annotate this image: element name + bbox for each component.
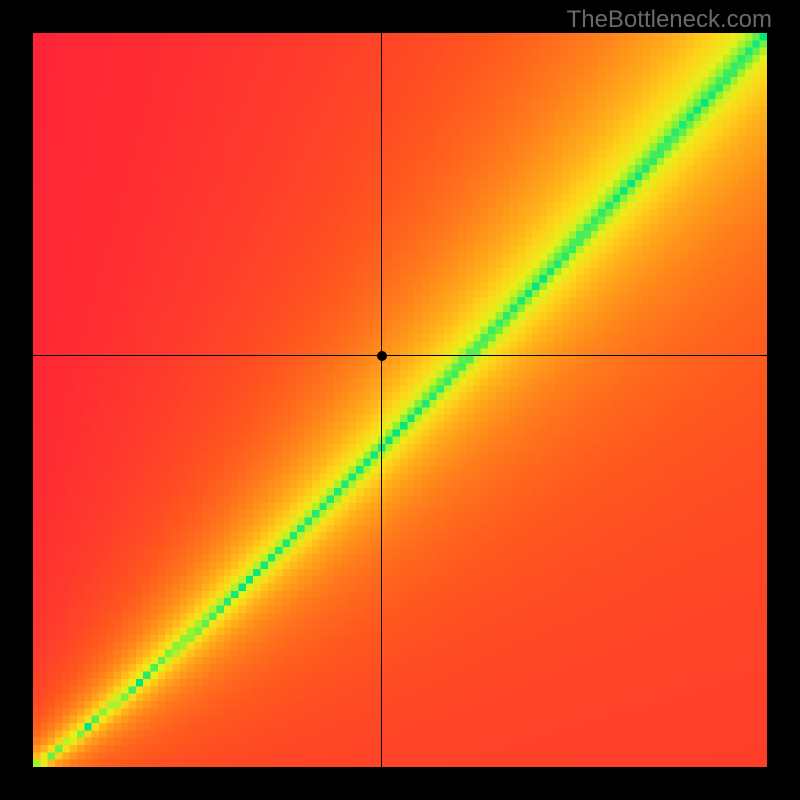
crosshair-vertical <box>381 33 382 767</box>
crosshair-marker <box>377 351 387 361</box>
watermark-text: TheBottleneck.com <box>567 6 772 34</box>
bottleneck-heatmap <box>33 33 767 767</box>
crosshair-horizontal <box>33 355 767 356</box>
